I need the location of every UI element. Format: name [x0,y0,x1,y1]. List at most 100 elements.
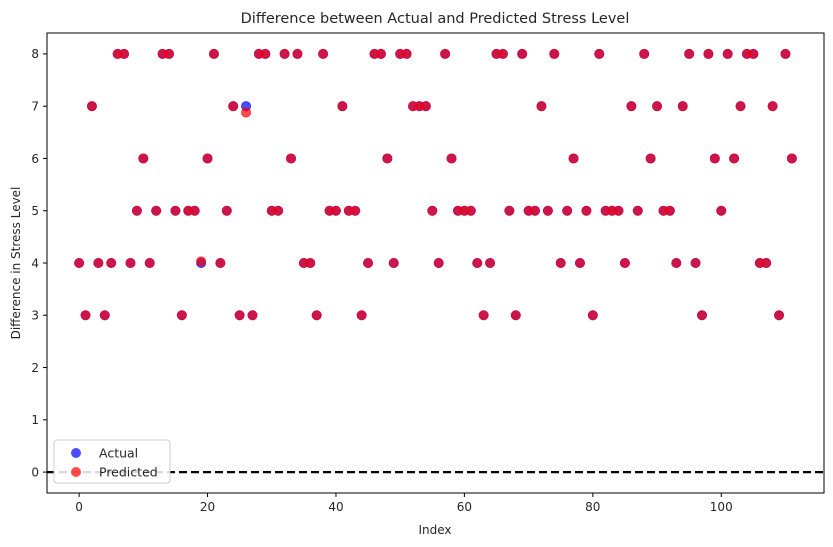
data-point-predicted [632,205,643,216]
data-point-predicted [144,257,155,268]
data-point-predicted [164,48,175,59]
data-point-predicted [465,205,476,216]
x-tick-label: 40 [328,500,343,514]
data-point-predicted [587,310,598,321]
data-point-predicted [504,205,515,216]
legend-label-predicted: Predicted [99,465,158,480]
data-point-predicted [151,205,162,216]
data-point-predicted [221,205,232,216]
data-point-predicted [555,257,566,268]
data-point-predicted [337,101,348,112]
data-point-predicted [510,310,521,321]
x-tick-label: 0 [75,500,83,514]
legend: Actual Predicted [53,439,171,484]
data-point-predicted [131,205,142,216]
data-point-predicted [382,153,393,164]
data-point-predicted [562,205,573,216]
data-point-predicted [568,153,579,164]
legend-label-actual: Actual [99,446,138,461]
data-point-predicted [247,310,258,321]
legend-marker-predicted [71,467,81,477]
data-point-predicted [677,101,688,112]
y-tick-label: 3 [31,309,39,323]
x-axis-title: Index [418,523,451,537]
data-point-predicted [530,205,541,216]
data-point-predicted [671,257,682,268]
data-point-predicted [99,310,110,321]
data-point-predicted [330,205,341,216]
y-tick-label: 0 [31,465,39,479]
data-point-predicted [440,48,451,59]
data-point-predicted [80,310,91,321]
y-tick-label: 4 [31,256,39,270]
data-point-predicted [196,256,207,267]
data-point-predicted [735,101,746,112]
data-point-predicted [305,257,316,268]
data-point-predicted [767,101,778,112]
y-tick-label: 8 [31,47,39,61]
data-point-predicted [260,48,271,59]
data-point-predicted [292,48,303,59]
data-point-predicted [664,205,675,216]
data-point-predicted [581,205,592,216]
legend-frame [53,439,171,484]
data-point-predicted [722,48,733,59]
data-point-predicted [780,48,791,59]
data-point-predicted [420,101,431,112]
plot-area [47,48,824,474]
data-point-predicted [472,257,483,268]
data-point-predicted [279,48,290,59]
data-point-predicted [234,310,245,321]
data-point-predicted [478,310,489,321]
y-axis-title: Difference in Stress Level [9,187,23,340]
data-point-predicted [446,153,457,164]
data-point-predicted [119,48,130,59]
data-point-predicted [645,153,656,164]
series-predicted [74,48,797,321]
data-point-predicted [626,101,637,112]
data-point-predicted [497,48,508,59]
chart-title: Difference between Actual and Predicted … [241,11,630,27]
data-point-predicted [433,257,444,268]
data-point-predicted [189,205,200,216]
legend-marker-actual [71,448,81,458]
data-point-predicted [208,48,219,59]
data-point-predicted [619,257,630,268]
data-point-predicted [388,257,399,268]
data-point-predicted [748,48,759,59]
x-tick-label: 60 [457,500,472,514]
data-point-predicted [241,107,252,118]
data-point-predicted [594,48,605,59]
axes: 0 20 40 60 80 100 0 1 2 3 4 5 6 7 8 [31,32,825,514]
data-point-predicted [106,257,117,268]
data-point-predicted [774,310,785,321]
data-point-predicted [286,153,297,164]
data-point-predicted [639,48,650,59]
data-point-predicted [375,48,386,59]
y-tick-label: 1 [31,413,39,427]
data-point-predicted [215,257,226,268]
data-point-predicted [93,257,104,268]
x-tick-label: 20 [200,500,215,514]
data-point-predicted [311,310,322,321]
data-point-predicted [549,48,560,59]
data-point-predicted [273,205,284,216]
data-point-predicted [786,153,797,164]
data-point-predicted [696,310,707,321]
data-point-predicted [350,205,361,216]
x-tick-label: 80 [585,500,600,514]
data-point-predicted [761,257,772,268]
data-point-predicted [228,101,239,112]
data-point-predicted [427,205,438,216]
x-tick-label: 100 [710,500,733,514]
y-tick-label: 5 [31,204,39,218]
data-point-predicted [716,205,727,216]
data-point-predicted [542,205,553,216]
data-point-predicted [485,257,496,268]
data-point-predicted [202,153,213,164]
data-point-predicted [729,153,740,164]
data-point-predicted [684,48,695,59]
data-point-predicted [574,257,585,268]
data-point-predicted [74,257,85,268]
